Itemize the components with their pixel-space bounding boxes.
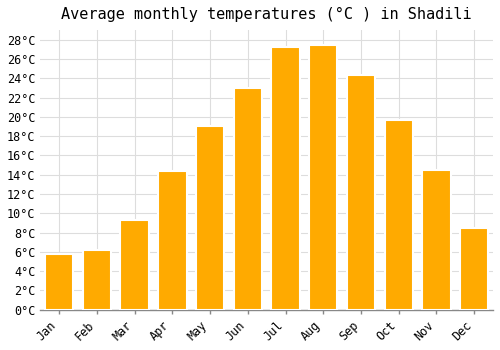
Bar xyxy=(272,48,299,310)
Bar xyxy=(309,44,338,310)
Bar xyxy=(347,75,375,310)
Bar xyxy=(120,220,149,310)
Bar xyxy=(234,88,262,310)
Bar xyxy=(196,126,224,310)
Bar xyxy=(45,254,74,310)
Bar xyxy=(158,171,186,310)
Bar xyxy=(422,170,450,310)
Title: Average monthly temperatures (°C ) in Shadili: Average monthly temperatures (°C ) in Sh… xyxy=(62,7,472,22)
Bar xyxy=(384,120,413,310)
Bar xyxy=(460,228,488,310)
Bar xyxy=(83,250,111,310)
